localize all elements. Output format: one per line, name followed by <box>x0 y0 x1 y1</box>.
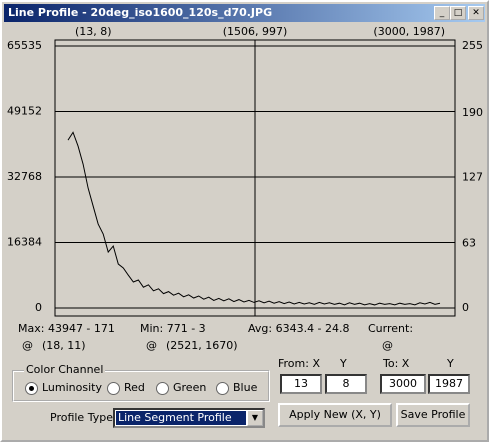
y2-tick-label: 0 <box>462 301 469 314</box>
y-tick-label: 65535 <box>7 39 42 52</box>
radio-button[interactable] <box>156 382 169 395</box>
radio-label[interactable]: Red <box>124 381 145 394</box>
profile-type-select[interactable]: Line Segment Profile ▼ <box>113 408 265 428</box>
max-position: (18, 11) <box>42 339 86 352</box>
min-at: @ <box>146 339 157 352</box>
y2-tick-label: 255 <box>462 39 483 52</box>
to-y-input[interactable]: 1987 <box>428 374 470 394</box>
dropdown-arrow[interactable]: ▼ <box>247 410 263 426</box>
min-position: (2521, 1670) <box>166 339 238 352</box>
radio-label[interactable]: Green <box>173 381 207 394</box>
radio-button[interactable] <box>107 382 120 395</box>
top-label: (13, 8) <box>75 25 112 38</box>
radio-label[interactable]: Luminosity <box>42 381 102 394</box>
to-x-label: To: X <box>383 357 410 370</box>
current-at: @ <box>382 339 393 352</box>
y2-tick-label: 63 <box>462 236 476 249</box>
from-x-label: From: X <box>278 357 320 370</box>
avg-label: Avg: 6343.4 - 24.8 <box>248 322 350 335</box>
radio-label[interactable]: Blue <box>233 381 258 394</box>
group-label: Color Channel <box>24 363 106 376</box>
y-tick-label: 16384 <box>7 235 42 248</box>
min-label: Min: 771 - 3 <box>140 322 206 335</box>
to-x-input[interactable]: 3000 <box>380 374 426 394</box>
color-channel-group <box>12 370 270 402</box>
from-y-input[interactable]: 8 <box>325 374 367 394</box>
y-tick-label: 0 <box>35 301 42 314</box>
apply-button[interactable]: Apply New (X, Y) <box>278 403 392 427</box>
y-tick-label: 49152 <box>7 104 42 117</box>
max-label: Max: 43947 - 171 <box>18 322 115 335</box>
to-y-label: Y <box>447 357 454 370</box>
top-label: (1506, 997) <box>223 25 288 38</box>
title-bar: Line Profile - 20deg_iso1600_120s_d70.JP… <box>4 4 485 22</box>
save-button[interactable]: Save Profile <box>396 403 470 427</box>
current-label: Current: <box>368 322 414 335</box>
y2-tick-label: 127 <box>462 171 483 184</box>
top-label: (3000, 1987) <box>373 25 445 38</box>
radio-button[interactable] <box>216 382 229 395</box>
y-tick-label: 32768 <box>7 170 42 183</box>
from-x-input[interactable]: 13 <box>280 374 322 394</box>
chart: (13, 8) (1506, 997) (3000, 1987) 0 16384 3276… <box>7 25 483 317</box>
close-button[interactable]: ✕ <box>468 6 484 20</box>
maximize-button[interactable]: □ <box>450 6 466 20</box>
from-y-label: Y <box>340 357 347 370</box>
y2-tick-label: 190 <box>462 106 483 119</box>
profile-line <box>67 131 441 306</box>
radio-button[interactable] <box>25 382 38 395</box>
select-value: Line Segment Profile <box>116 411 246 425</box>
minimize-button[interactable]: _ <box>434 6 450 20</box>
max-at: @ <box>22 339 33 352</box>
profile-type-label: Profile Type: <box>50 411 117 424</box>
